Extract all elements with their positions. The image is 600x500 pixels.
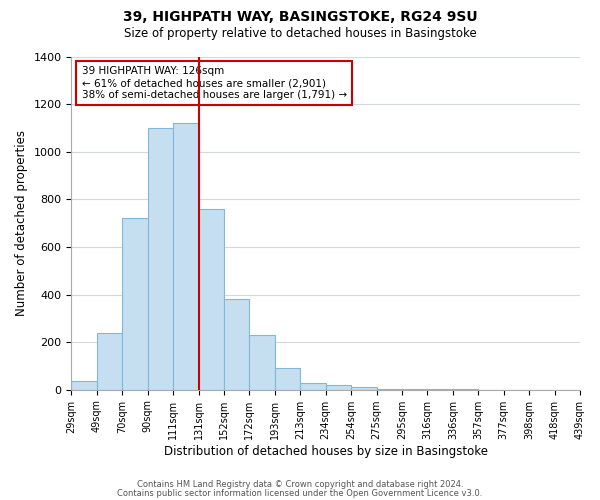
Bar [148,128,173,390]
Text: Contains public sector information licensed under the Open Government Licence v3: Contains public sector information licen… [118,488,482,498]
X-axis label: Distribution of detached houses by size in Basingstoke: Distribution of detached houses by size … [164,444,488,458]
Bar [97,332,122,390]
Text: Size of property relative to detached houses in Basingstoke: Size of property relative to detached ho… [124,28,476,40]
Text: 39 HIGHPATH WAY: 126sqm
← 61% of detached houses are smaller (2,901)
38% of semi: 39 HIGHPATH WAY: 126sqm ← 61% of detache… [82,66,347,100]
Bar [122,218,148,390]
Text: Contains HM Land Registry data © Crown copyright and database right 2024.: Contains HM Land Registry data © Crown c… [137,480,463,489]
Bar [402,389,427,390]
Bar [300,382,326,390]
Text: 39, HIGHPATH WAY, BASINGSTOKE, RG24 9SU: 39, HIGHPATH WAY, BASINGSTOKE, RG24 9SU [122,10,478,24]
Bar [275,368,300,390]
Y-axis label: Number of detached properties: Number of detached properties [15,130,28,316]
Bar [326,385,351,390]
Bar [71,382,97,390]
Bar [199,209,224,390]
Bar [377,388,402,390]
Bar [250,335,275,390]
Bar [224,300,250,390]
Bar [173,123,199,390]
Bar [351,388,377,390]
